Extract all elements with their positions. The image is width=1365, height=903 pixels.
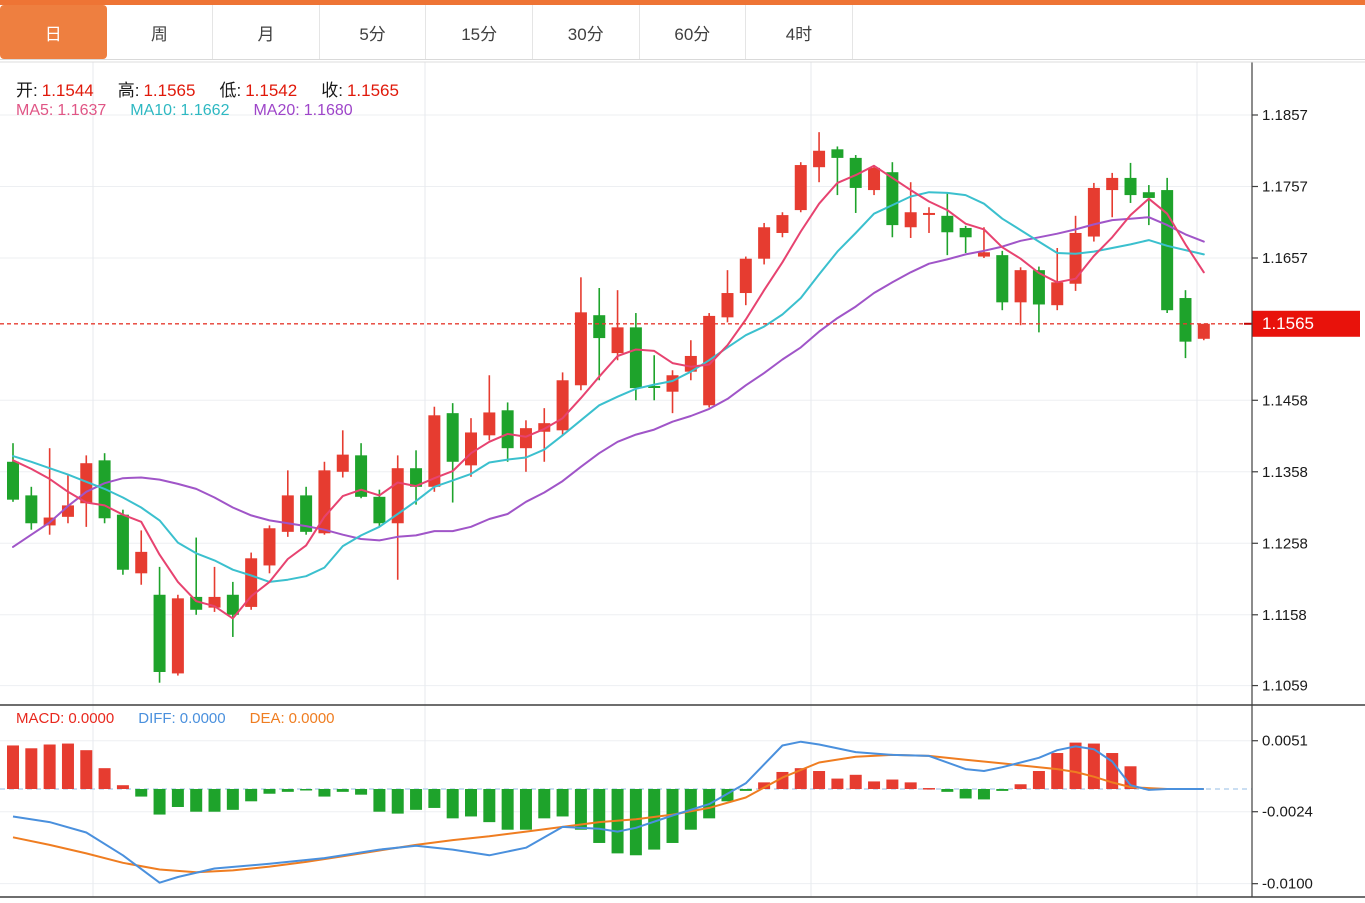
tab-day[interactable]: 日 xyxy=(0,5,107,59)
legend-item-diff: DIFF: 0.0000 xyxy=(138,710,226,727)
diff-line xyxy=(12,740,1204,884)
axis-tick-label: -0.0100 xyxy=(1262,876,1313,893)
current-price-marker xyxy=(1252,310,1360,337)
grid-layer xyxy=(0,62,1252,897)
ma20-line xyxy=(12,216,1205,548)
axis-tick-label: 1.1358 xyxy=(1262,464,1308,481)
legend-item-ma20: MA20: 1.1680 xyxy=(253,102,353,119)
legend-item-close: 收: 1.1565 xyxy=(321,81,399,100)
legend-item-open: 开: 1.1544 xyxy=(16,81,94,100)
legend-item-ma5: MA5: 1.1637 xyxy=(16,102,107,119)
tab-5min[interactable]: 5分 xyxy=(319,5,427,59)
legend-item-high: 高: 1.1565 xyxy=(117,81,196,100)
tab-30min[interactable]: 30分 xyxy=(532,5,640,59)
tab-60min[interactable]: 60分 xyxy=(639,5,747,59)
legend-item-macd: MACD: 0.0000 xyxy=(16,710,115,727)
tab-month[interactable]: 月 xyxy=(213,5,320,59)
legend-item-ma10: MA10: 1.1662 xyxy=(130,102,230,119)
dea-line xyxy=(12,753,1204,874)
axis-tick-label: 1.1857 xyxy=(1262,107,1308,124)
legend-item-dea: DEA: 0.0000 xyxy=(249,710,335,727)
tab-week[interactable]: 周 xyxy=(106,5,214,59)
ma10-line xyxy=(12,191,1205,583)
current-price-label: 1.1565 xyxy=(1262,314,1314,333)
ma5-line xyxy=(12,164,1205,620)
axis-tick-label: 1.1158 xyxy=(1262,607,1307,624)
ohlc-legend: 开: 1.1544 高: 1.1565 低: 1.1542 收: 1.1565 xyxy=(16,76,423,101)
axis-tick-label: 1.1059 xyxy=(1262,678,1308,695)
axis-tick-label: 1.1458 xyxy=(1262,392,1308,409)
axis-tick-label: 1.1258 xyxy=(1262,535,1308,552)
candles-layer xyxy=(7,132,1210,683)
axis-labels: 1.1857 1.1757 1.1657 1.1458 1.1358 1.1258 1.11… xyxy=(1252,107,1313,893)
macd-histogram xyxy=(7,742,1155,856)
tab-15min[interactable]: 15分 xyxy=(426,5,533,59)
ma-legend: MA5: 1.1637 MA10: 1.1662 MA20: 1.1680 xyxy=(16,102,377,120)
legend-item-low: 低: 1.1542 xyxy=(219,81,298,100)
timeframe-tabbar: 日周月 5分 15分 30分 60分 4时 xyxy=(0,5,1365,60)
tab-4hour[interactable]: 4时 xyxy=(746,5,853,59)
axis-tick-label: 1.1657 xyxy=(1262,250,1308,267)
top-accent-bar xyxy=(0,0,1365,5)
axis-tick-label: 1.1757 xyxy=(1262,179,1308,196)
axis-tick-label: -0.0024 xyxy=(1262,804,1313,821)
macd-legend: MACD: 0.0000 DIFF: 0.0000 DEA: 0.0000 xyxy=(16,710,359,727)
axis-tick-label: 0.0051 xyxy=(1262,733,1308,750)
